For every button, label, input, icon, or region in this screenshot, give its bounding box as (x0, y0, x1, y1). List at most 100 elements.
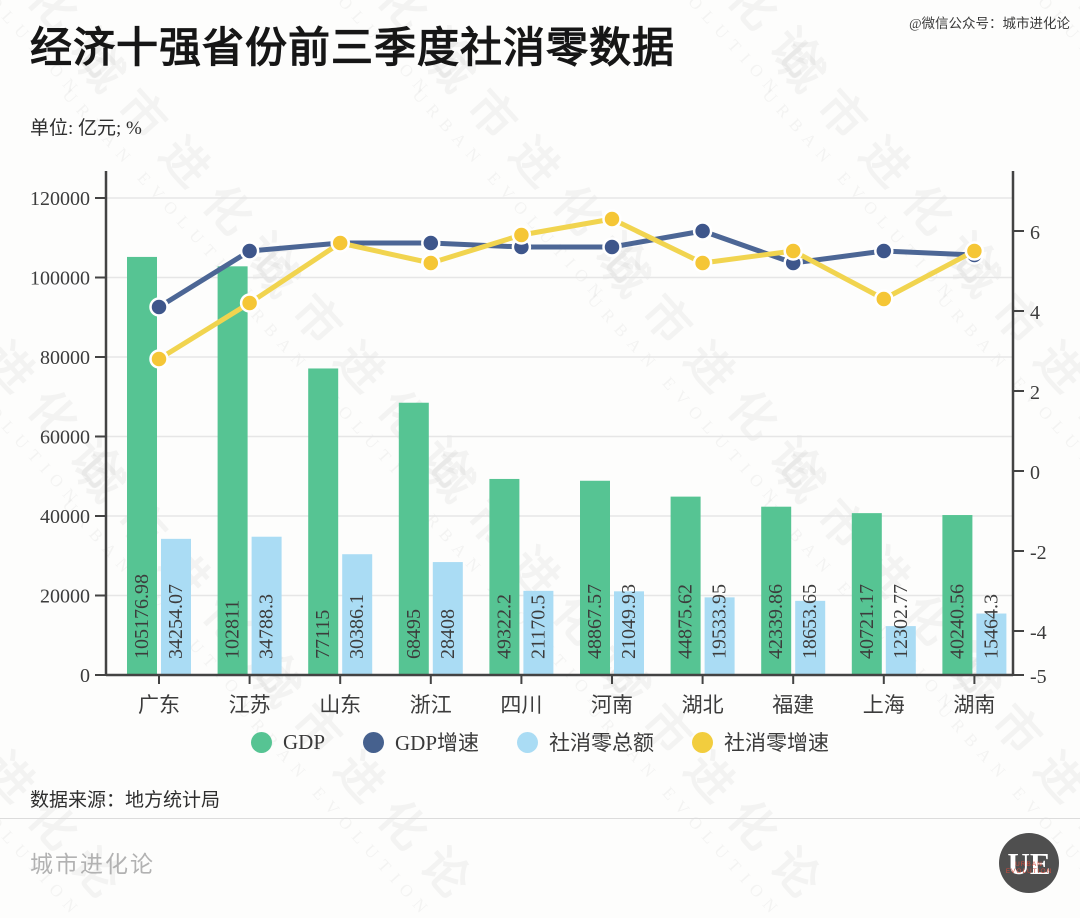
legend-item-retail-total: 社消零总额 (517, 727, 654, 757)
GDP增速-marker (874, 241, 894, 261)
社消零增速-marker (511, 225, 532, 245)
GDP增速-marker (239, 241, 260, 261)
right-axis-tick-label: -5 (1030, 666, 1047, 688)
gdp-bar (127, 256, 157, 675)
legend-item-gdp-growth: GDP增速 (363, 727, 479, 757)
gdp-bar (761, 506, 792, 675)
社消零增速-line (156, 216, 977, 362)
left-axis-tick-label: 60000 (40, 427, 90, 449)
x-axis-category-label: 江苏 (229, 693, 271, 717)
legend-label: 社消零增速 (724, 731, 830, 755)
retail-total-bar (704, 597, 735, 675)
retail-total-legend-dot-icon (517, 731, 539, 753)
ue-logo-text: UE (1007, 845, 1051, 881)
retail-total-bar (161, 538, 191, 675)
bar-value-label: 12302.77 (890, 584, 912, 659)
retail-total-bar (432, 562, 463, 675)
GDP增速-marker (149, 297, 169, 317)
bar-value-label: 40721.17 (856, 584, 878, 659)
retail-growth-legend-dot-icon (692, 731, 714, 753)
gdp-legend-dot-icon (250, 731, 272, 753)
right-axis-tick-label: 0 (1030, 462, 1040, 484)
x-axis-category-label: 山东 (319, 693, 361, 717)
bar-value-label: 21170.5 (527, 595, 549, 659)
gdp-bar (217, 266, 248, 675)
社消零增速-marker (874, 289, 894, 309)
社消零增速-marker (602, 209, 622, 229)
bar-value-label: 34254.07 (165, 584, 187, 659)
gdp-growth-legend-dot-icon (363, 731, 384, 753)
legend-label: GDP增速 (395, 731, 480, 755)
x-axis-category-label: 四川 (500, 693, 542, 717)
bar-value-label: 44875.62 (675, 584, 697, 659)
x-axis-category-label: 广东 (138, 693, 180, 717)
left-axis-tick-label: 80000 (40, 347, 90, 369)
bar-value-label: 19533.95 (709, 584, 731, 659)
GDP增速-marker (692, 221, 713, 241)
bar-value-label: 34788.3 (256, 594, 278, 659)
x-axis-category-label: 湖北 (682, 693, 724, 717)
legend-item-gdp: GDP (250, 729, 325, 755)
left-axis-tick-label: 120000 (30, 188, 90, 210)
retail-total-bar (523, 590, 554, 675)
x-axis-category-label: 湖南 (953, 693, 995, 717)
legend-label: GDP (282, 729, 325, 754)
data-source: 数据来源：地方统计局 (30, 790, 221, 811)
gdp-bar (942, 515, 973, 675)
gdp-bar (489, 478, 520, 675)
bar-value-label: 28408 (437, 609, 459, 659)
gdp-bar (398, 402, 429, 675)
gdp-bar (308, 368, 339, 675)
gdp-bar (580, 480, 610, 675)
retail-total-bar (795, 600, 826, 675)
retail-total-bar (342, 554, 373, 675)
left-axis-tick-label: 40000 (40, 506, 90, 528)
bar-value-label: 40240.56 (946, 584, 968, 659)
ue-logo: UE URBAN EVOLUTION (999, 833, 1059, 893)
retail-total-bar (614, 591, 644, 675)
retail-total-bar (251, 536, 282, 675)
x-axis-category-label: 上海 (863, 693, 905, 717)
legend-label: 社消零总额 (549, 731, 655, 755)
社消零增速-marker (330, 233, 350, 253)
footer-divider (0, 818, 1080, 819)
社消零增速-marker (149, 349, 169, 369)
right-axis-tick-label: 2 (1030, 382, 1040, 404)
bar-value-label: 18653.65 (799, 584, 821, 659)
GDP增速-line (156, 228, 977, 310)
right-axis-tick-label: -4 (1030, 622, 1047, 644)
brand-name: 城市进化论 (30, 852, 155, 877)
bar-value-label: 48867.57 (584, 584, 606, 659)
right-axis-tick-label: -2 (1030, 542, 1047, 564)
bar-value-label: 68495 (403, 609, 425, 659)
wechat-credit: @微信公众号：城市进化论 (909, 16, 1070, 31)
x-axis-category-label: 福建 (772, 693, 814, 717)
unit-label: 单位: 亿元; % (30, 118, 142, 139)
combo-chart: 105176.98 102811 77115 68495 49322.2 48867.57… (30, 171, 1047, 717)
retail-total-bar (976, 613, 1007, 675)
ue-logo-subtext: URBAN EVOLUTION (1005, 861, 1053, 875)
社消零增速-marker (692, 253, 713, 273)
right-axis-tick-label: 4 (1030, 302, 1040, 324)
gdp-bar (670, 496, 701, 675)
社消零增速-marker (239, 293, 260, 313)
gdp-bar (851, 513, 882, 675)
left-axis-tick-label: 100000 (30, 268, 90, 290)
社消零增速-marker (964, 241, 985, 261)
bar-value-label: 21049.93 (618, 584, 640, 659)
GDP增速-marker (602, 237, 622, 257)
bar-value-label: 30386.1 (346, 594, 368, 659)
bar-value-label: 77115 (312, 610, 334, 659)
bar-value-label: 102811 (222, 600, 244, 659)
GDP增速-marker (421, 233, 441, 253)
retail-total-bar (885, 626, 916, 675)
社消零增速-marker (783, 241, 803, 261)
bar-value-label: 15464.3 (980, 594, 1002, 659)
page-title: 经济十强省份前三季度社消零数据 (30, 26, 676, 72)
x-axis-category-label: 浙江 (410, 693, 452, 717)
bar-value-label: 42339.86 (765, 584, 787, 659)
chart-legend: GDP GDP增速 社消零总额 社消零增速 (0, 727, 1080, 757)
right-axis-tick-label: 6 (1030, 222, 1040, 244)
